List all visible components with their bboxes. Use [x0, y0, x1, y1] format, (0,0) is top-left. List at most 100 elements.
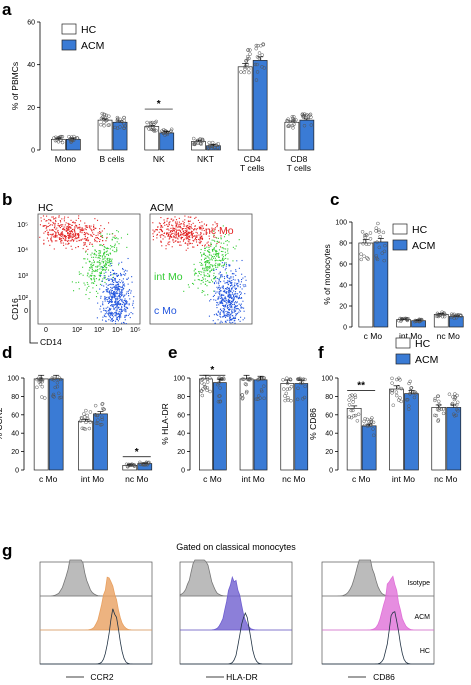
flow-dot — [63, 238, 65, 240]
flow-dot — [235, 274, 237, 276]
flow-dot — [229, 304, 231, 306]
flow-dot — [208, 251, 210, 253]
flow-dot — [192, 283, 195, 285]
flow-dot — [62, 233, 64, 236]
flow-dot — [216, 226, 218, 228]
data-point — [359, 252, 363, 256]
flow-dot — [90, 254, 92, 256]
flow-dot — [216, 277, 218, 280]
y-tick-label: 20 — [177, 449, 185, 456]
data-point — [309, 123, 314, 127]
flow-dot — [218, 279, 220, 281]
flow-dot — [191, 237, 194, 239]
flow-dot — [71, 231, 73, 233]
flow-dot — [180, 223, 182, 225]
data-point — [125, 465, 130, 469]
flow-dot — [203, 252, 205, 254]
flow-dot — [118, 313, 120, 315]
flow-dot — [107, 269, 110, 271]
flow-dot — [117, 302, 119, 304]
flow-dot — [208, 275, 210, 278]
flow-dot — [114, 243, 116, 245]
flow-dot — [103, 285, 105, 287]
data-point — [100, 415, 104, 420]
flow-dot — [117, 288, 120, 290]
flow-dot — [100, 266, 102, 268]
flow-dot — [71, 248, 73, 250]
flow-dot — [116, 273, 118, 275]
flow-dot — [170, 218, 172, 220]
flow-dot — [225, 240, 227, 242]
flow-dot — [230, 276, 232, 278]
flow-dot — [219, 259, 221, 261]
flow-dot — [204, 260, 206, 263]
flow-dot — [155, 229, 157, 231]
flow-dot — [127, 257, 129, 260]
flow-dot — [234, 279, 236, 281]
category-label: NK — [153, 154, 165, 164]
flow-dot — [221, 262, 223, 264]
flow-dot — [91, 256, 93, 258]
flow-dot — [221, 259, 223, 261]
flow-dot — [229, 315, 231, 317]
flow-dot — [107, 247, 109, 250]
flow-dot — [127, 283, 129, 285]
flow-dot — [203, 271, 205, 273]
data-point — [401, 316, 405, 321]
flow-dot — [96, 241, 98, 243]
flow-dot — [233, 320, 235, 322]
flow-dot — [194, 279, 196, 281]
flow-dot — [65, 222, 67, 224]
flow-dot — [222, 310, 224, 312]
flow-dot — [91, 272, 93, 274]
data-point — [118, 125, 122, 129]
flow-dot — [116, 281, 118, 283]
flow-dot — [51, 216, 53, 218]
data-point — [198, 141, 202, 146]
flow-dot — [217, 255, 219, 257]
legend-label-ACM: ACM — [415, 354, 438, 366]
flow-dot — [67, 222, 69, 224]
flow-dot — [109, 301, 111, 303]
flow-dot — [208, 249, 210, 251]
flow-dot — [111, 314, 114, 317]
flow-dot — [232, 304, 234, 306]
flow-dot — [211, 230, 213, 232]
flow-dot — [87, 248, 89, 250]
flow-dot — [175, 231, 177, 233]
category-label: c Mo — [352, 474, 371, 484]
flow-dot — [202, 281, 204, 283]
flow-dot — [113, 246, 116, 248]
flow-dot — [46, 226, 48, 228]
data-point — [145, 124, 149, 129]
flow-dot — [128, 303, 130, 305]
flow-dot — [221, 301, 223, 303]
flow-dot — [202, 264, 204, 266]
flow-dot — [194, 228, 196, 230]
gate-label-nc-mo: nc Mo — [205, 225, 234, 237]
flow-dot — [79, 226, 81, 228]
flow-dot — [160, 230, 162, 232]
flow-dot — [121, 298, 123, 300]
flow-dot — [113, 304, 115, 306]
flow-dot — [97, 261, 99, 263]
flow-dot — [110, 312, 112, 314]
flow-dot — [217, 310, 219, 312]
flow-dot — [124, 274, 126, 276]
flow-dot — [116, 292, 118, 294]
flow-dot — [112, 294, 115, 296]
data-point — [407, 381, 411, 386]
flow-dot — [232, 260, 234, 262]
flow-dot — [74, 229, 76, 231]
flow-dot — [125, 322, 127, 325]
flow-dot — [233, 290, 235, 292]
data-point — [200, 393, 205, 398]
flow-dot — [67, 225, 69, 227]
flow-dot — [108, 312, 110, 314]
flow-dot — [229, 321, 231, 323]
flow-dot — [86, 232, 88, 234]
flow-dot — [174, 234, 176, 236]
flow-dot — [233, 316, 235, 318]
flow-dot — [60, 233, 62, 235]
flow-dot — [115, 315, 117, 317]
